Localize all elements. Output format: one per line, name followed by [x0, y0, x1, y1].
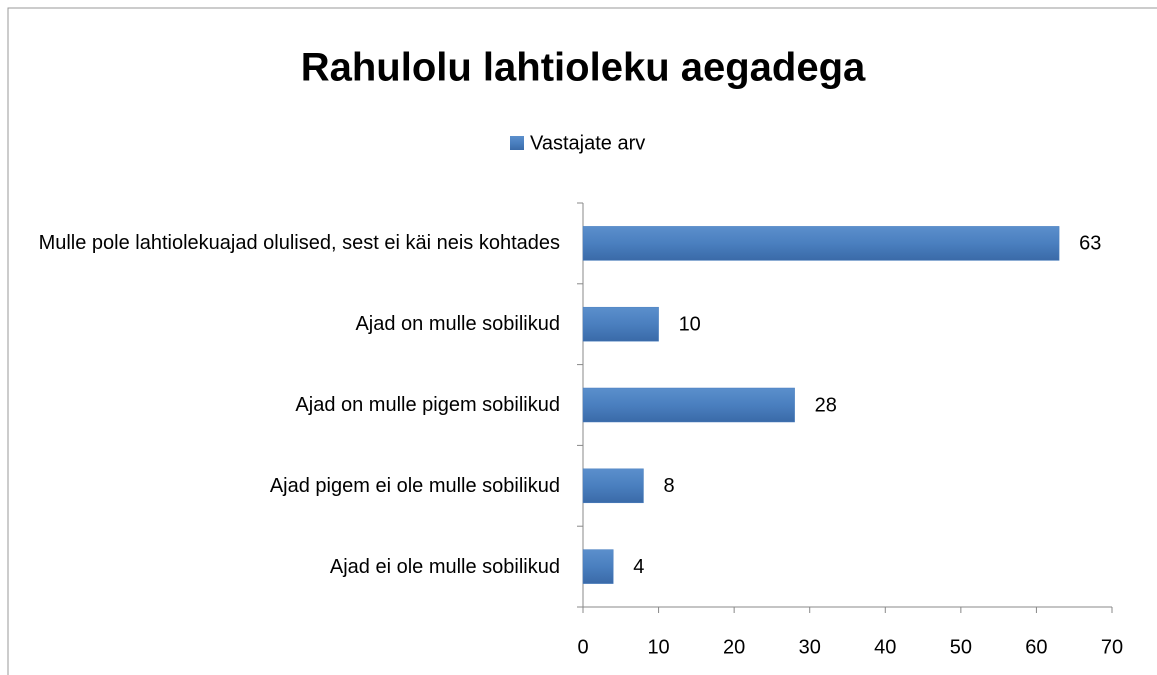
x-tick-label: 70 [1101, 636, 1123, 658]
legend-swatch [510, 136, 524, 150]
x-tick-label: 40 [874, 636, 896, 658]
bar [582, 468, 644, 504]
y-tick-label: Ajad pigem ei ole mulle sobilikud [18, 456, 560, 516]
legend-label: Vastajate arv [530, 132, 645, 154]
category-text: Mulle pole lahtiolekuajad olulised, sest… [38, 232, 560, 255]
value-label: 63 [1079, 233, 1101, 255]
x-tick-label: 20 [723, 636, 745, 658]
x-tick-label: 0 [577, 636, 588, 658]
x-tick-label: 50 [950, 636, 972, 658]
category-text: Ajad pigem ei ole mulle sobilikud [269, 474, 560, 497]
category-text: Ajad on mulle pigem sobilikud [295, 394, 560, 416]
bar [582, 226, 1060, 261]
y-tick-label: Ajad on mulle sobilikud [18, 294, 560, 354]
bar [582, 387, 795, 423]
x-tick-label: 60 [1025, 636, 1047, 658]
value-label: 8 [663, 475, 674, 497]
value-label: 10 [679, 313, 701, 335]
chart-title: Rahulolu lahtioleku aegadega [301, 46, 866, 90]
y-tick-label: Mulle pole lahtiolekuajad olulised, sest… [18, 213, 560, 273]
bar [582, 306, 659, 342]
category-text: Ajad ei ole mulle sobilikud [329, 555, 560, 578]
x-tick-label: 10 [647, 636, 669, 658]
category-text: Ajad on mulle sobilikud [355, 313, 560, 336]
bar [582, 549, 614, 584]
value-label: 4 [633, 556, 644, 578]
x-tick-label: 30 [799, 636, 821, 658]
value-label: 28 [815, 394, 837, 416]
chart-border [7, 7, 1157, 675]
y-tick-label: Ajad ei ole mulle sobilikud [18, 537, 560, 597]
y-tick-label: Ajad on mulle pigem sobilikud [18, 375, 560, 435]
